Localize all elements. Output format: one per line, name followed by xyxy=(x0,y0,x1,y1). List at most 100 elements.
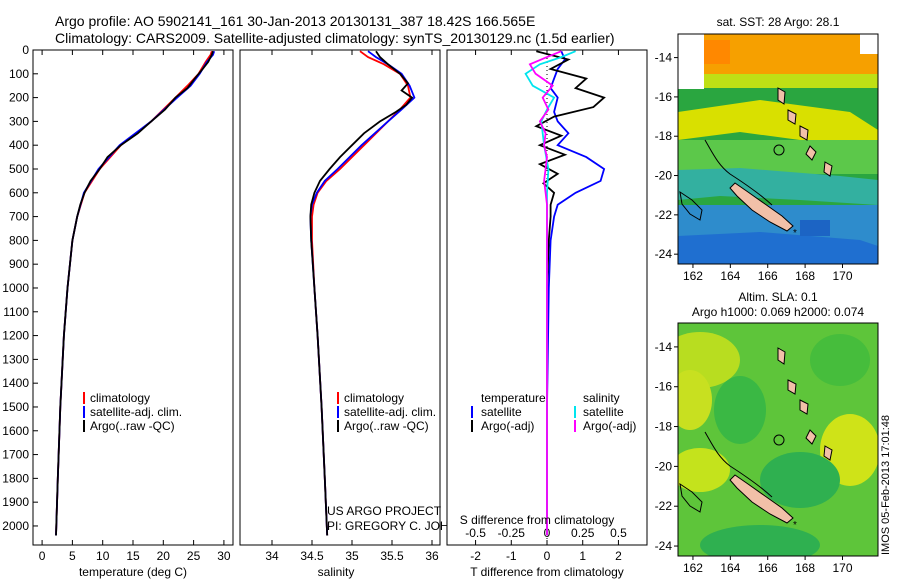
lon-tick-label: 170 xyxy=(832,269,852,283)
sst-cold-patch xyxy=(800,220,830,236)
y-tick-label: 2000 xyxy=(2,519,29,533)
depth-axis: 0 100 200 300 400 500 600 700 800 900 1000 1100 1200… xyxy=(2,43,38,533)
difference-panel: -2 -1 0 1 2 -0.5 -0.25 0 0.25 0.5 T difference f… xyxy=(446,49,648,579)
sst-new-caledonia xyxy=(729,182,794,232)
salinity-series xyxy=(309,50,416,536)
sst-vanuatu-islands xyxy=(777,87,833,177)
sla-map-title: Altim. SLA: 0.1 xyxy=(738,290,818,304)
salinity-panel: 34 34.5 35 35.5 36 salinity climatology sate… xyxy=(239,49,483,579)
legend-s-satellite-label: satellite xyxy=(583,405,624,419)
y-tick-label: 400 xyxy=(9,138,29,152)
y-tick-label: 1700 xyxy=(2,448,29,462)
lat-tick-label: -14 xyxy=(655,340,673,354)
sla-high-4 xyxy=(678,448,730,492)
x-tick-label: 35 xyxy=(345,549,359,563)
y-tick-label: 1400 xyxy=(2,376,29,390)
y-tick-label: 100 xyxy=(9,67,29,81)
legend-argo-label: Argo(..raw -QC) xyxy=(90,419,175,433)
x-tick-label: -1 xyxy=(506,549,517,563)
sst-field: * xyxy=(678,34,878,264)
lat-tick-label: -24 xyxy=(655,539,673,553)
y-tick-label: 300 xyxy=(9,114,29,128)
y-tick-label: 900 xyxy=(9,257,29,271)
x-tick-label: 5 xyxy=(69,549,76,563)
y-tick-label: 800 xyxy=(9,233,29,247)
lon-tick-label: 164 xyxy=(720,269,740,283)
lat-tick-label: -16 xyxy=(655,90,673,104)
x-tick-label: 30 xyxy=(217,549,231,563)
lat-tick-label: -22 xyxy=(655,208,673,222)
lon-tick-label: 166 xyxy=(758,269,778,283)
difference-series-temperature-argo-adj xyxy=(534,50,606,536)
sla-map-axes: 162 164 166 168 170 -14 -16 -18 -20 -22 -24 xyxy=(655,340,853,575)
sla-low-2 xyxy=(760,452,840,508)
x-tick-label: 34 xyxy=(265,549,279,563)
y-tick-label: 200 xyxy=(9,91,29,105)
salinity-plot-frame xyxy=(239,49,441,546)
x-tick-label: 15 xyxy=(126,549,140,563)
sst-argo-marker xyxy=(773,144,785,156)
legend-t-argo-label: Argo(-adj) xyxy=(481,419,534,433)
difference-legend: temperature salinity satellite Argo(-adj… xyxy=(471,391,636,433)
legend-argo-label: Argo(..raw -QC) xyxy=(344,419,429,433)
credit-pi: PI: GREGORY C. JOHNSON xyxy=(327,519,483,533)
sst-map-axes: 162 164 166 168 170 -14 -16 -18 -20 -22 -24 xyxy=(655,51,853,283)
sla-vanuatu-islands xyxy=(777,347,833,461)
sla-map-subtitle: Argo h1000: 0.069 h2000: 0.074 xyxy=(692,305,864,319)
difference-xlabel-top: S difference from climatology xyxy=(460,513,615,527)
sla-low-1 xyxy=(714,376,766,444)
sst-cold-pool xyxy=(678,232,878,264)
sst-cloud-mask xyxy=(678,34,704,89)
sst-map-title: sat. SST: 28 Argo: 28.1 xyxy=(717,15,840,29)
difference-series-salinity-argo-adj xyxy=(528,50,562,536)
sla-low-3 xyxy=(810,334,870,386)
lon-tick-label: 164 xyxy=(720,561,740,575)
title-line-1: Argo profile: AO 5902141_161 30-Jan-2013… xyxy=(55,13,536,29)
lat-tick-label: -14 xyxy=(655,51,673,65)
lat-tick-label: -24 xyxy=(655,247,673,261)
difference-xlabel: T difference from climatology xyxy=(470,565,624,579)
sla-reef-outline xyxy=(679,482,703,513)
legend-s-argo-label: Argo(-adj) xyxy=(583,419,636,433)
lat-tick-label: -18 xyxy=(655,420,673,434)
difference-series xyxy=(524,50,606,536)
sla-argo-marker xyxy=(773,434,785,446)
y-tick-label: 0 xyxy=(22,43,29,57)
sla-float-star: * xyxy=(793,520,797,531)
salinity-x-axis: 34 34.5 35 35.5 36 xyxy=(265,50,439,563)
y-tick-label: 600 xyxy=(9,186,29,200)
sst-coast-outline xyxy=(704,139,773,206)
x-tick-label: 35.5 xyxy=(380,549,404,563)
salinity-xlabel: salinity xyxy=(318,565,355,579)
legend-climatology-label: climatology xyxy=(344,391,404,405)
y-tick-label: 1300 xyxy=(2,352,29,366)
lon-tick-label: 168 xyxy=(795,269,815,283)
credit-project: US ARGO PROJECT xyxy=(327,504,442,518)
temperature-x-axis: 0 5 10 15 20 25 30 xyxy=(39,50,231,563)
sla-map-frame xyxy=(677,322,879,557)
lon-tick-label: 166 xyxy=(758,561,778,575)
sla-coast-outline xyxy=(704,431,773,498)
y-tick-label: 1500 xyxy=(2,400,29,414)
legend-header-temperature: temperature xyxy=(481,391,546,405)
temperature-series xyxy=(55,50,216,536)
salinity-legend: climatology satellite-adj. clim. Argo(..… xyxy=(337,391,436,433)
sla-new-caledonia xyxy=(729,474,794,524)
y-tick-label: 1900 xyxy=(2,495,29,509)
lat-tick-label: -20 xyxy=(655,169,673,183)
legend-satellite-label: satellite-adj. clim. xyxy=(344,405,436,419)
x-tick-label: 0 xyxy=(544,549,551,563)
s-diff-tick-label: -0.25 xyxy=(498,526,526,540)
x-tick-label: 2 xyxy=(615,549,622,563)
timestamp-watermark: IMOS 05-Feb-2013 17:01:48 xyxy=(880,414,892,555)
sst-cool-belt xyxy=(678,168,878,205)
difference-x-axis: -2 -1 0 1 2 xyxy=(470,50,622,563)
sla-high-2 xyxy=(678,370,712,430)
temperature-xlabel: temperature (deg C) xyxy=(79,565,187,579)
s-diff-tick-label: 0.25 xyxy=(571,526,595,540)
x-tick-label: 0 xyxy=(39,549,46,563)
title-line-2: Climatology: CARS2009. Satellite-adjuste… xyxy=(55,30,615,46)
sst-map-panel: sat. SST: 28 Argo: 28.1 * 162 164 166 168 17… xyxy=(655,15,879,283)
y-tick-label: 1000 xyxy=(2,281,29,295)
